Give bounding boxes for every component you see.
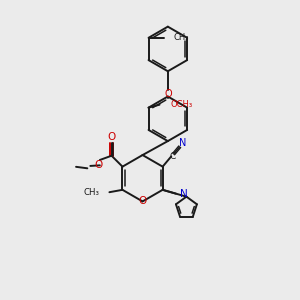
Text: CH₃: CH₃ xyxy=(84,188,100,197)
Text: N: N xyxy=(179,138,187,148)
Text: O: O xyxy=(138,196,147,206)
Text: O: O xyxy=(107,132,116,142)
Text: OCH₃: OCH₃ xyxy=(170,100,193,109)
Text: O: O xyxy=(94,160,103,170)
Text: N: N xyxy=(180,189,188,199)
Text: CH₃: CH₃ xyxy=(173,33,189,42)
Text: O: O xyxy=(164,89,172,99)
Text: C: C xyxy=(169,152,176,161)
